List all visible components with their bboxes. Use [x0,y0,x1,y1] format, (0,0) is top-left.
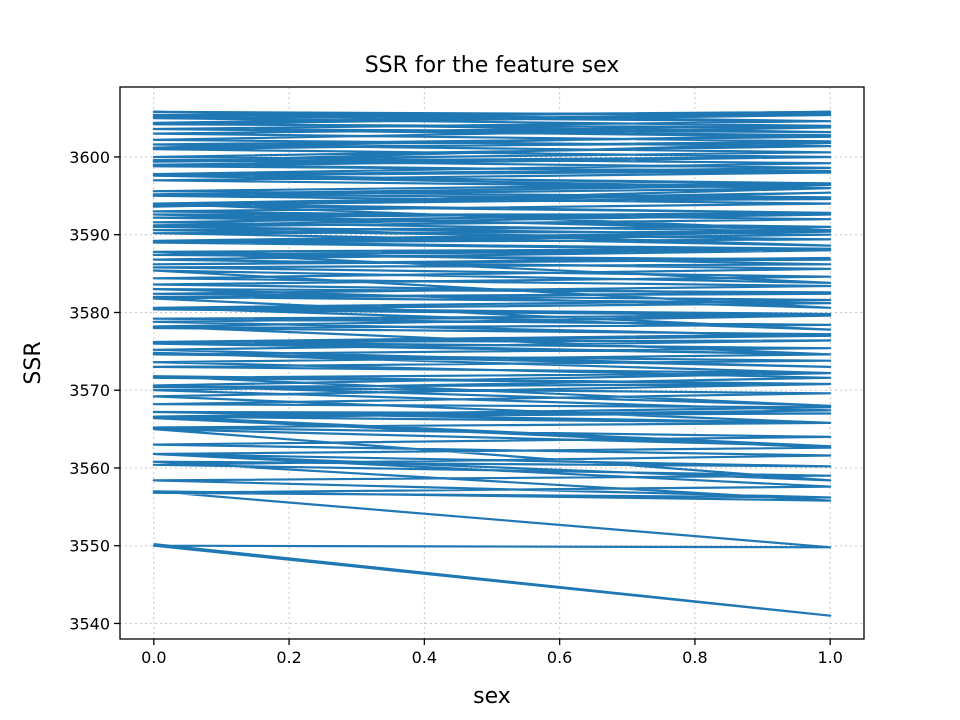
ssr-series-line [152,110,832,617]
series-layer [152,110,832,617]
y-tick-label: 3540 [69,614,110,633]
x-tick-label: 0.0 [141,648,166,667]
plot-frame [119,86,865,640]
x-tick-label: 0.6 [547,648,572,667]
y-axis-label: SSR [21,341,46,384]
x-tick-label: 1.0 [817,648,842,667]
y-tick-label: 3560 [69,459,110,478]
y-tick-label: 3590 [69,226,110,245]
y-tick-label: 3580 [69,303,110,322]
chart-title: SSR for the feature sex [365,53,620,78]
x-axis: 0.0 0.2 0.4 0.6 0.8 1.0 [141,639,843,667]
x-tick-label: 0.4 [412,648,437,667]
x-tick-label: 0.2 [276,648,301,667]
y-tick-label: 3570 [69,381,110,400]
y-tick-label: 3550 [69,537,110,556]
y-tick-label: 3600 [69,148,110,167]
y-axis: 3540 3550 3560 3570 3580 3590 3600 [69,148,120,633]
x-tick-label: 0.8 [682,648,707,667]
x-axis-label: sex [473,684,511,709]
